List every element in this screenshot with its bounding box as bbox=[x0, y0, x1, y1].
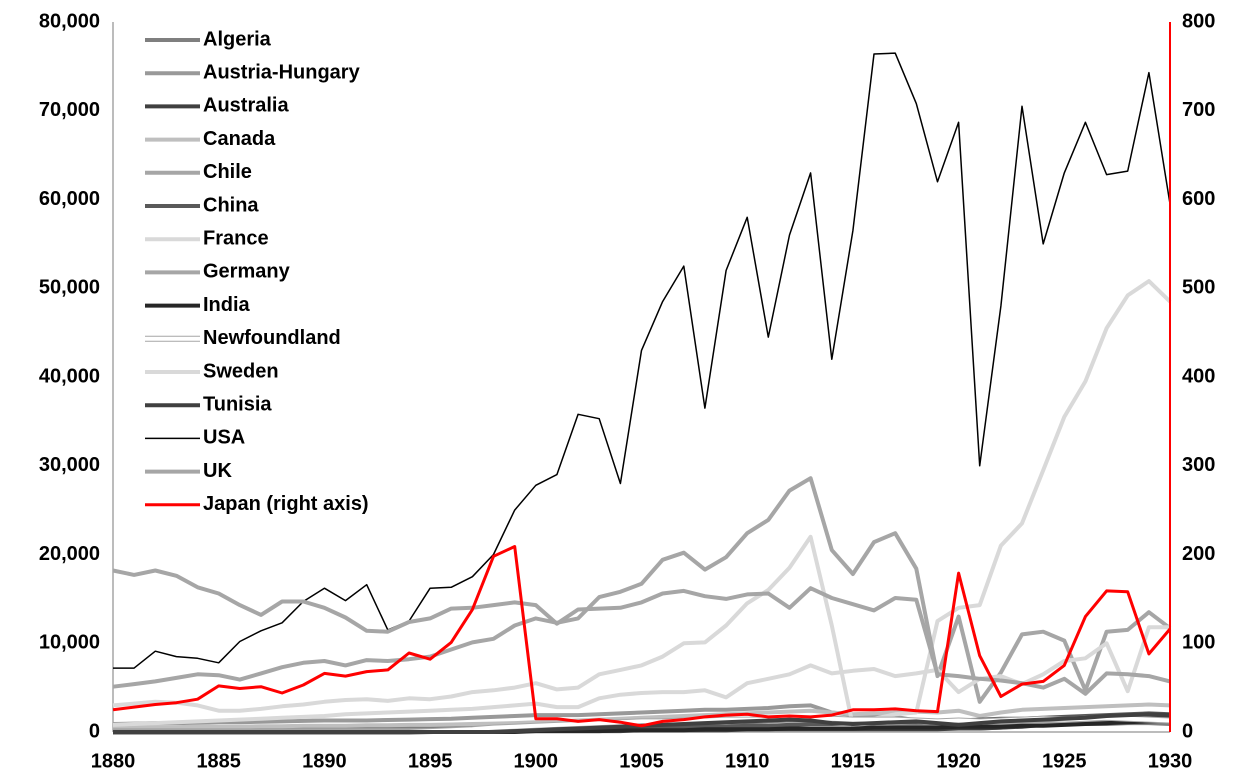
legend-label: France bbox=[203, 227, 269, 249]
y-tick-label: 20,000 bbox=[39, 543, 100, 565]
series-line bbox=[112, 568, 1171, 696]
y-tick-label: 60,000 bbox=[39, 188, 100, 210]
legend-label: Austria-Hungary bbox=[203, 61, 361, 83]
legend-label: Canada bbox=[203, 128, 276, 150]
y2-tick-label: 800 bbox=[1182, 10, 1215, 32]
legend-label: Australia bbox=[203, 95, 289, 117]
y2-tick-label: 200 bbox=[1182, 543, 1215, 565]
y-tick-label: 10,000 bbox=[39, 632, 100, 654]
series-line bbox=[112, 703, 917, 726]
y2-tick-label: 0 bbox=[1182, 720, 1193, 742]
x-tick-label: 1880 bbox=[91, 750, 136, 772]
series-line bbox=[112, 545, 1172, 728]
x-tick-label: 1930 bbox=[1148, 750, 1193, 772]
y-tick-label: 50,000 bbox=[39, 277, 100, 299]
legend-label: Tunisia bbox=[203, 393, 272, 415]
legend-label: USA bbox=[203, 427, 245, 449]
x-tick-label: 1910 bbox=[725, 750, 770, 772]
legend-label: Chile bbox=[203, 161, 252, 183]
x-tick-label: 1900 bbox=[514, 750, 559, 772]
y2-tick-label: 600 bbox=[1182, 188, 1215, 210]
x-tick-label: 1925 bbox=[1042, 750, 1087, 772]
y2-tick-label: 500 bbox=[1182, 277, 1215, 299]
y-tick-label: 30,000 bbox=[39, 454, 100, 476]
x-tick-label: 1890 bbox=[302, 750, 347, 772]
series-line bbox=[112, 279, 1172, 728]
legend-label: Newfoundland bbox=[203, 327, 341, 349]
y2-tick-label: 100 bbox=[1182, 632, 1215, 654]
legend-label: Germany bbox=[203, 261, 291, 283]
legend-label: Algeria bbox=[203, 28, 272, 50]
x-tick-label: 1905 bbox=[619, 750, 664, 772]
series-line bbox=[113, 702, 1171, 730]
legend-label: China bbox=[203, 194, 259, 216]
y2-tick-label: 400 bbox=[1182, 365, 1215, 387]
legend-label: UK bbox=[203, 460, 232, 482]
y-tick-label: 40,000 bbox=[39, 365, 100, 387]
series-line bbox=[113, 52, 1171, 669]
y2-tick-label: 300 bbox=[1182, 454, 1215, 476]
x-tick-label: 1920 bbox=[936, 750, 981, 772]
legend-label: India bbox=[203, 294, 251, 316]
x-tick-label: 1895 bbox=[408, 750, 453, 772]
legend-label: Japan (right axis) bbox=[203, 493, 369, 515]
y-tick-label: 70,000 bbox=[39, 99, 100, 121]
y2-tick-label: 700 bbox=[1182, 99, 1215, 121]
x-tick-label: 1885 bbox=[196, 750, 241, 772]
series-line bbox=[112, 625, 1170, 727]
y-tick-label: 80,000 bbox=[39, 10, 100, 32]
y-tick-label: 0 bbox=[89, 720, 100, 742]
x-tick-label: 1915 bbox=[831, 750, 876, 772]
legend-label: Sweden bbox=[203, 360, 279, 382]
